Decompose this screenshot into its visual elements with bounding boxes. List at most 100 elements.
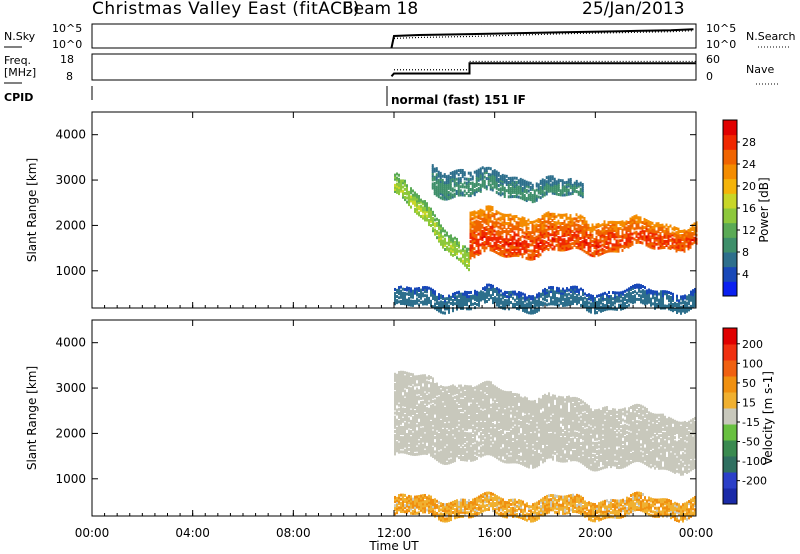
- heatmap-cell: [420, 378, 422, 382]
- heatmap-cell: [460, 421, 462, 425]
- heatmap-cell: [394, 187, 396, 191]
- heatmap-cell: [555, 182, 558, 186]
- heatmap-cell: [416, 201, 418, 205]
- heatmap-cell: [458, 405, 460, 409]
- heatmap-cell: [517, 187, 520, 191]
- heatmap-cell: [446, 406, 448, 410]
- heatmap-cell: [470, 422, 472, 426]
- heatmap-cell: [450, 389, 452, 393]
- colorbar-swatch: [723, 252, 737, 268]
- heatmap-cell: [501, 186, 504, 190]
- heatmap-cell: [576, 287, 578, 291]
- heatmap-cell: [454, 434, 456, 438]
- heatmap-cell: [504, 305, 506, 309]
- heatmap-cell: [603, 228, 606, 232]
- heatmap-cell: [466, 295, 468, 299]
- heatmap-cell: [394, 376, 396, 380]
- heatmap-cell: [404, 397, 406, 401]
- heatmap-cell: [556, 301, 558, 305]
- heatmap-cell: [477, 242, 480, 246]
- heatmap-cell: [460, 425, 462, 429]
- heatmap-cell: [458, 413, 460, 417]
- heatmap-cell: [644, 302, 646, 306]
- heatmap-cell: [466, 395, 468, 399]
- heatmap-cell: [681, 246, 684, 250]
- heatmap-cell: [428, 212, 430, 216]
- heatmap-cell: [515, 184, 518, 188]
- heatmap-cell: [539, 240, 542, 244]
- heatmap-cell: [484, 387, 486, 391]
- heatmap-cell: [586, 293, 588, 297]
- heatmap-cell: [486, 289, 488, 293]
- heatmap-cell: [446, 301, 448, 305]
- heatmap-cell: [527, 236, 530, 240]
- heatmap-cell: [500, 299, 502, 303]
- heatmap-cell: [447, 184, 450, 188]
- heatmap-cell: [485, 234, 488, 238]
- heatmap-cell: [438, 455, 440, 459]
- heatmap-cell: [406, 422, 408, 426]
- heatmap-cell: [416, 440, 418, 444]
- heatmap-cell: [511, 180, 514, 184]
- heatmap-cell: [462, 304, 464, 308]
- heatmap-cell: [434, 456, 436, 460]
- heatmap-cell: [476, 391, 478, 395]
- heatmap-cell: [489, 236, 492, 240]
- heatmap-cell: [442, 404, 444, 408]
- heatmap-cell: [640, 294, 642, 298]
- heatmap-cell: [521, 244, 524, 248]
- heatmap-cell: [471, 245, 474, 249]
- heatmap-cell: [398, 190, 400, 194]
- heatmap-cell: [600, 297, 602, 301]
- heatmap-cell: [408, 203, 410, 207]
- heatmap-cell: [527, 197, 530, 201]
- heatmap-cell: [669, 246, 672, 250]
- heatmap-cell: [495, 186, 498, 190]
- heatmap-cell: [609, 231, 612, 235]
- heatmap-cell: [677, 246, 680, 250]
- heatmap-cell: [573, 221, 576, 225]
- heatmap-cell: [460, 423, 462, 427]
- heatmap-cell: [406, 292, 408, 296]
- heatmap-cell: [576, 296, 578, 300]
- heatmap-cell: [537, 246, 540, 250]
- heatmap-cell: [456, 239, 458, 243]
- heatmap-cell: [498, 294, 500, 298]
- heatmap-cell: [676, 302, 678, 306]
- heatmap-cell: [453, 178, 456, 182]
- heatmap-cell: [440, 389, 442, 393]
- heatmap-cell: [480, 434, 482, 438]
- heatmap-cell: [420, 206, 422, 210]
- heatmap-cell: [649, 239, 652, 243]
- heatmap-cell: [466, 297, 468, 301]
- heatmap-cell: [651, 234, 654, 238]
- heatmap-cell: [608, 299, 610, 303]
- heatmap-cell: [623, 233, 626, 237]
- heatmap-cell: [563, 225, 566, 229]
- heatmap-cell: [587, 242, 590, 246]
- heatmap-cell: [450, 401, 452, 405]
- heatmap-cell: [465, 181, 468, 185]
- heatmap-cell: [483, 234, 486, 238]
- heatmap-cell: [422, 376, 424, 380]
- noise-right-axis-label: N.Search: [746, 30, 796, 43]
- heatmap-cell: [685, 238, 688, 242]
- heatmap-cell: [519, 238, 522, 242]
- heatmap-cell: [404, 187, 406, 191]
- heatmap-cell: [404, 432, 406, 436]
- heatmap-cell: [448, 449, 450, 453]
- heatmap-cell: [446, 416, 448, 420]
- heatmap-cell: [404, 448, 406, 452]
- heatmap-cell: [456, 431, 458, 435]
- heatmap-cell: [404, 444, 406, 448]
- heatmap-cell: [428, 208, 430, 212]
- heatmap-cell: [495, 218, 498, 222]
- heatmap-cell: [432, 436, 434, 440]
- heatmap-cell: [531, 220, 534, 224]
- heatmap-cell: [398, 181, 400, 185]
- heatmap-cell: [615, 225, 618, 229]
- heatmap-cell: [434, 419, 436, 423]
- heatmap-cell: [476, 432, 478, 436]
- heatmap-cell: [549, 216, 552, 220]
- heatmap-cell: [497, 243, 500, 247]
